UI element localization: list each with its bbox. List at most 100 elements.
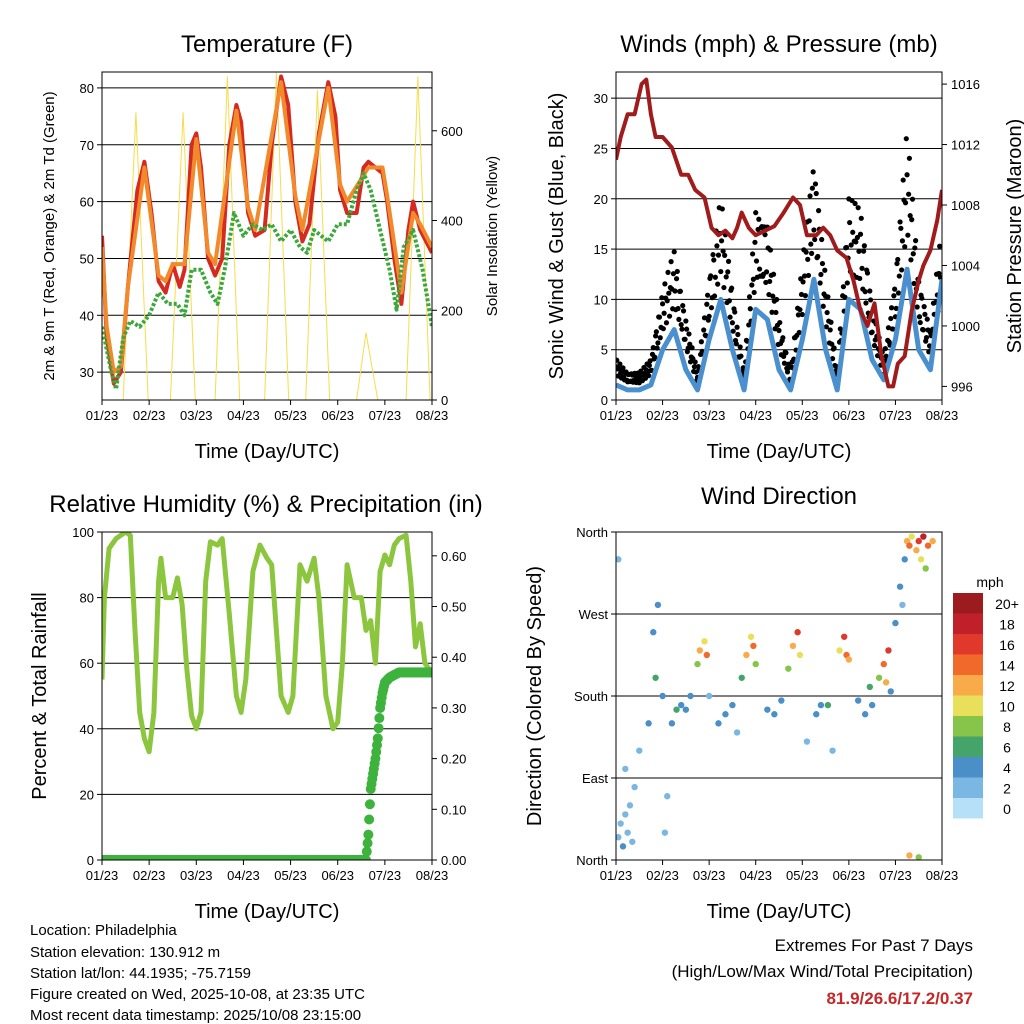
x-tick-label: 01/23 xyxy=(600,868,633,883)
series-gust-point xyxy=(620,365,626,371)
series-gust-point xyxy=(914,304,920,310)
y-tick-label: 30 xyxy=(594,91,608,106)
series-gust-point xyxy=(720,248,726,254)
series-gust-point xyxy=(734,324,740,330)
x-tick-label: 05/23 xyxy=(274,408,307,423)
series-gust-point xyxy=(857,231,864,237)
elevation-text: Station elevation: 130.912 m xyxy=(30,944,220,961)
y-tick-label: East xyxy=(582,771,608,786)
y-tick-label: 10 xyxy=(594,292,608,307)
series-gust-point xyxy=(896,273,902,279)
series-gust-point xyxy=(660,326,666,332)
direction-point xyxy=(915,854,922,860)
series-gust-point xyxy=(733,341,739,347)
series-gust-point xyxy=(874,353,881,359)
series-gust-point xyxy=(746,322,752,328)
panel-1: 0 5 10 15 20 25 30 996 1000 1004 1008 1012 1016 01/23… xyxy=(594,71,980,423)
series-gust-point xyxy=(725,269,731,275)
x-tick-label: 08/23 xyxy=(416,408,449,423)
direction-point xyxy=(836,647,843,654)
direction-point xyxy=(682,706,690,713)
series-gust-point xyxy=(864,270,871,276)
series-gust-point xyxy=(750,251,756,257)
series-gust-point xyxy=(861,248,867,254)
direction-point xyxy=(899,601,906,609)
series-gust-point xyxy=(616,357,620,363)
series-gust-point xyxy=(665,269,671,275)
direction-point xyxy=(803,738,811,745)
x-tick-label: 08/23 xyxy=(926,408,959,423)
legend-label: 0 xyxy=(1003,801,1011,817)
temperature-title: Temperature (F) xyxy=(181,31,353,58)
direction-point xyxy=(636,747,643,754)
direction-point xyxy=(673,706,680,713)
legend-label: 20+ xyxy=(995,596,1019,612)
direction-point xyxy=(752,660,759,668)
legend-swatch xyxy=(953,757,983,778)
series-gust-point xyxy=(899,267,905,273)
series-gust-point xyxy=(747,306,753,312)
direction-point xyxy=(817,701,825,709)
series-gust-point xyxy=(698,339,704,345)
series-gust-point xyxy=(819,260,826,267)
series-gust-point xyxy=(656,314,663,320)
y-right-tick-label: 200 xyxy=(441,303,463,318)
series-gust-point xyxy=(909,217,915,223)
direction-point xyxy=(908,533,915,540)
series-gust-point xyxy=(923,334,930,341)
series-gust-point xyxy=(708,305,715,311)
direction-point xyxy=(887,688,894,695)
wind-direction-xlabel: Time (Day/UTC) xyxy=(707,901,852,923)
x-tick-label: 04/23 xyxy=(739,408,772,423)
y-tick-label: 40 xyxy=(80,308,94,323)
legend-swatch xyxy=(953,634,983,655)
series-gust-point xyxy=(902,244,908,250)
winds-title: Winds (mph) & Pressure (mb) xyxy=(620,31,937,58)
legend-swatch xyxy=(953,777,983,798)
x-tick-label: 02/23 xyxy=(133,868,166,883)
y-right-tick-label: 996 xyxy=(951,379,973,394)
direction-point xyxy=(616,556,622,563)
direction-point xyxy=(743,651,750,659)
series-gust-point xyxy=(904,172,910,178)
series-gust-point xyxy=(840,284,847,290)
direction-point xyxy=(845,656,853,663)
series-gust-point xyxy=(784,369,791,375)
series-gust-point xyxy=(823,324,829,330)
series-gust-point xyxy=(711,293,718,299)
direction-point xyxy=(659,692,666,700)
x-tick-label: 03/23 xyxy=(693,408,726,423)
direction-point xyxy=(920,533,927,540)
series-gust-point xyxy=(862,289,868,295)
series-gust-point xyxy=(911,280,917,287)
direction-point xyxy=(650,629,657,636)
legend-swatch xyxy=(953,613,983,634)
series-gust-point xyxy=(661,310,667,316)
series-rh-line xyxy=(102,532,432,755)
series-precipitation-point xyxy=(374,713,385,724)
series-solar-line xyxy=(122,72,431,400)
series-gust-point xyxy=(652,354,658,360)
series-gust-point xyxy=(829,341,835,347)
series-gust-point xyxy=(675,305,681,312)
series-gust-point xyxy=(672,288,678,294)
direction-point xyxy=(678,701,685,709)
x-tick-label: 04/23 xyxy=(227,868,260,883)
direction-point xyxy=(631,783,638,791)
direction-point xyxy=(701,638,708,645)
series-gust-point xyxy=(882,345,888,352)
solar-ylabel: Solar Insolation (Yellow) xyxy=(484,156,501,316)
direction-point xyxy=(622,811,629,818)
direction-point xyxy=(789,642,797,650)
y-right-tick-label: 400 xyxy=(441,214,463,229)
direction-point xyxy=(705,692,713,700)
series-gust-point xyxy=(817,280,823,286)
y-tick-label: 30 xyxy=(80,365,94,380)
direction-point xyxy=(880,660,887,668)
direction-point xyxy=(868,701,876,709)
direction-point xyxy=(913,547,920,554)
series-gust-point xyxy=(867,297,874,303)
series-precipitation-point xyxy=(364,814,375,825)
series-gust-point xyxy=(799,311,805,318)
